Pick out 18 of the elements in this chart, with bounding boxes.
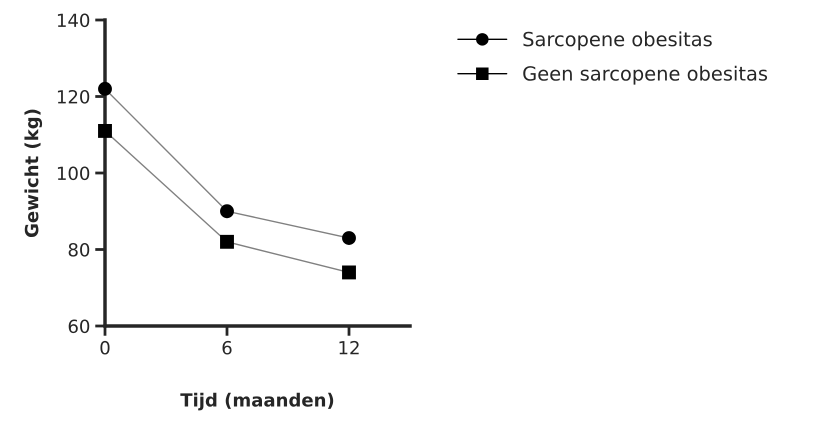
point	[220, 234, 234, 249]
y-tick-label: 120	[58, 90, 90, 104]
legend-label: Sarcopene obesitas	[523, 31, 712, 50]
point	[342, 231, 356, 245]
point	[220, 204, 234, 218]
point	[98, 82, 112, 96]
y-tick-label: 60	[68, 319, 90, 334]
x-tick-label: 0	[100, 340, 110, 355]
x-tick-label: 12	[339, 340, 359, 354]
legend-label: Geen sarcopene obesitas	[523, 66, 768, 85]
y-tick-label: 100	[58, 166, 90, 180]
x-tick-label: 6	[222, 340, 232, 355]
y-tick-label: 140	[58, 13, 90, 28]
y-axis-title: Gewicht (kg)	[24, 110, 42, 238]
point	[98, 124, 112, 138]
y-tick-label: 80	[68, 242, 90, 257]
x-axis-title: Tijd (maanden)	[180, 392, 334, 410]
point	[342, 266, 356, 280]
